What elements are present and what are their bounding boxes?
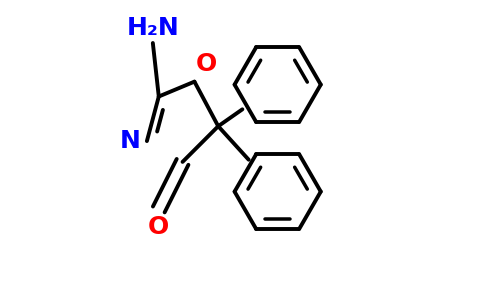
Text: O: O [196,52,217,76]
Text: H₂N: H₂N [126,16,179,40]
Text: N: N [120,129,141,153]
Text: O: O [148,215,169,239]
